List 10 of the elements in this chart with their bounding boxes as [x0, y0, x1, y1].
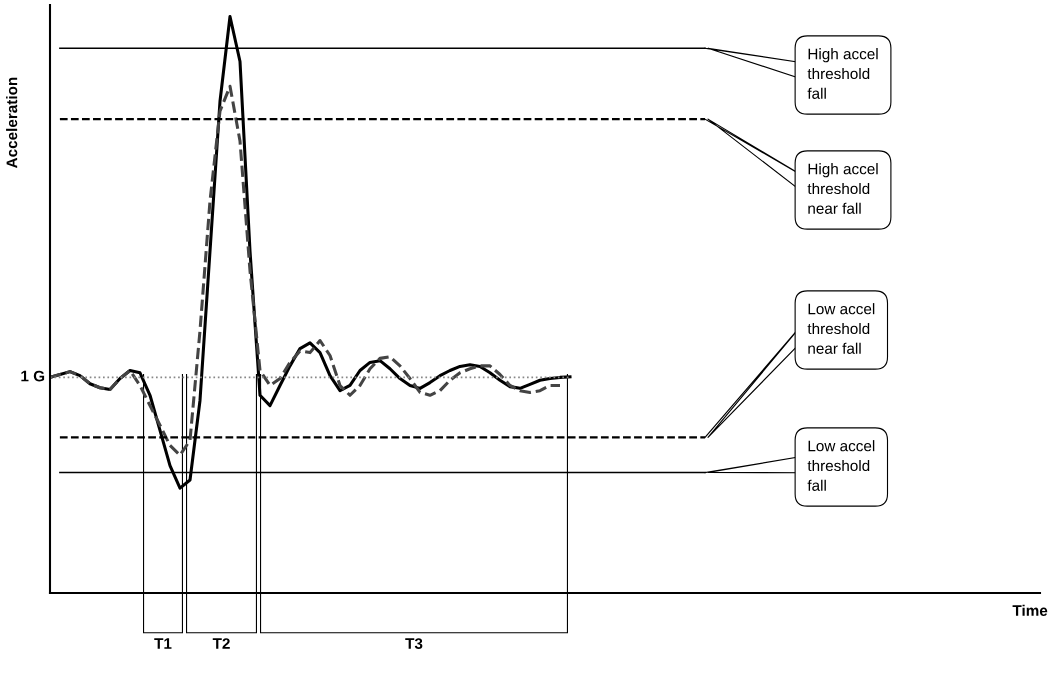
text: T2: [212, 638, 230, 649]
ref-line-label: High accel threshold near fall: [807, 163, 878, 214]
text: T3: [405, 638, 423, 649]
y-axis-title: Acceleration: [6, 77, 18, 169]
text: T1: [154, 638, 172, 649]
ref-line-label: Low accel threshold fall: [807, 440, 875, 491]
ref-line-label: High accel threshold fall: [807, 48, 878, 99]
ref-line-label: 1 G: [21, 370, 45, 382]
text: Time: [1012, 604, 1048, 616]
ref-line-label: Low accel threshold near fall: [807, 303, 875, 354]
